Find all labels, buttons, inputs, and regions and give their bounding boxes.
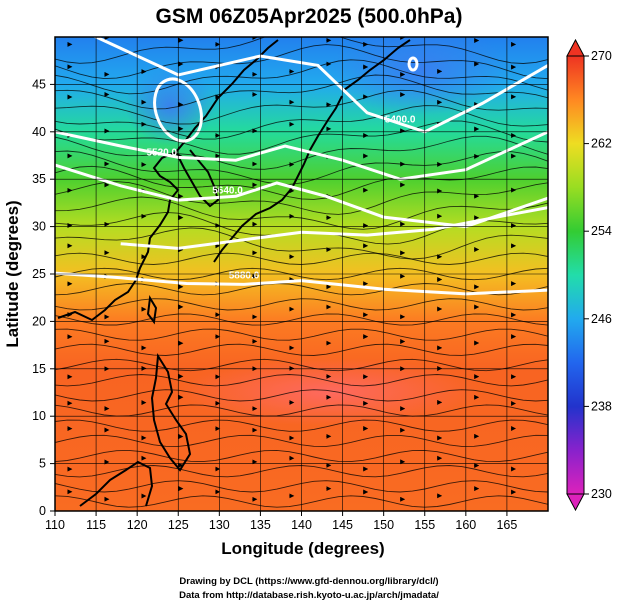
x-tick-label: 140: [291, 518, 312, 532]
y-axis-label: Latitude (degrees): [3, 200, 22, 347]
coastline-asia-mainland: [57, 39, 279, 322]
contour-label: 5520.0: [147, 148, 178, 159]
x-axis: 110 115 120 125 130 135 140 145 150 155 160 165: [45, 511, 517, 532]
y-tick-label: 15: [32, 362, 46, 376]
x-tick-label: 115: [86, 518, 106, 532]
x-tick-label: 160: [455, 518, 476, 532]
colorbar-ticks: 230 238 246 254 262 270: [584, 49, 612, 501]
y-tick-label: 30: [32, 220, 46, 234]
x-tick-label: 110: [45, 518, 65, 532]
x-tick-label: 155: [414, 518, 435, 532]
x-tick-label: 125: [168, 518, 189, 532]
credit-drawing: Drawing by DCL (https://www.gfd-dennou.o…: [179, 576, 438, 587]
y-tick-label: 20: [32, 314, 46, 328]
coastline-philippines: [150, 352, 192, 472]
x-axis-label: Longitude (degrees): [221, 539, 384, 558]
coastline-borneo: [79, 460, 154, 507]
coastline-taiwan: [146, 295, 158, 325]
credit-data: Data from http://database.rish.kyoto-u.a…: [179, 590, 439, 601]
chart-title: GSM 06Z05Apr2025 (500.0hPa): [156, 5, 463, 28]
coastline-korea: [175, 149, 220, 208]
y-tick-label: 0: [39, 504, 46, 518]
x-tick-label: 150: [373, 518, 394, 532]
colorbar-tick-label: 246: [591, 312, 612, 326]
colorbar-bottom-arrow: [566, 493, 585, 512]
y-tick-label: 25: [32, 267, 46, 281]
contour-label: 5880.0: [229, 271, 260, 282]
height-contour: [120, 206, 548, 250]
warm-pool-shading: [180, 358, 480, 426]
colorbar-body: [566, 55, 585, 495]
closed-low-contour-west: [153, 77, 203, 143]
grid: [55, 37, 548, 511]
height-contours: 5400.0 5520.0 5640.0 5880.0: [55, 37, 548, 296]
y-tick-label: 5: [39, 457, 46, 471]
y-axis: 0 5 10 15 20 25 30 35 40 45: [32, 77, 55, 518]
x-tick-label: 145: [332, 518, 353, 532]
y-tick-label: 40: [32, 125, 46, 139]
x-tick-label: 165: [496, 518, 517, 532]
colorbar-tick-label: 238: [591, 399, 612, 413]
colorbar: 230 238 246 254 262 270: [566, 38, 612, 512]
contour-label: 5640.0: [212, 185, 243, 196]
colorbar-top-arrow: [566, 38, 585, 57]
y-tick-label: 45: [32, 77, 46, 91]
height-contour: [55, 130, 548, 181]
low-centers: [153, 56, 419, 143]
contour-label: 5400.0: [385, 114, 416, 125]
x-tick-label: 135: [250, 518, 271, 532]
plot-area: 5400.0 5520.0 5640.0 5880.0: [55, 37, 548, 511]
x-tick-label: 130: [209, 518, 230, 532]
height-contour: [55, 163, 548, 229]
colorbar-tick-label: 230: [591, 487, 612, 501]
colorbar-tick-label: 254: [591, 224, 612, 238]
colorbar-tick-label: 270: [591, 49, 612, 63]
cold-pool-shading-west: [125, 66, 215, 146]
colorbar-tick-label: 262: [591, 137, 612, 151]
closed-low-contour-east: [407, 56, 419, 72]
x-tick-label: 120: [127, 518, 148, 532]
y-tick-label: 35: [32, 172, 46, 186]
height-contour: [55, 271, 548, 296]
y-tick-label: 10: [32, 409, 46, 423]
coastline-kuril: [343, 39, 411, 91]
